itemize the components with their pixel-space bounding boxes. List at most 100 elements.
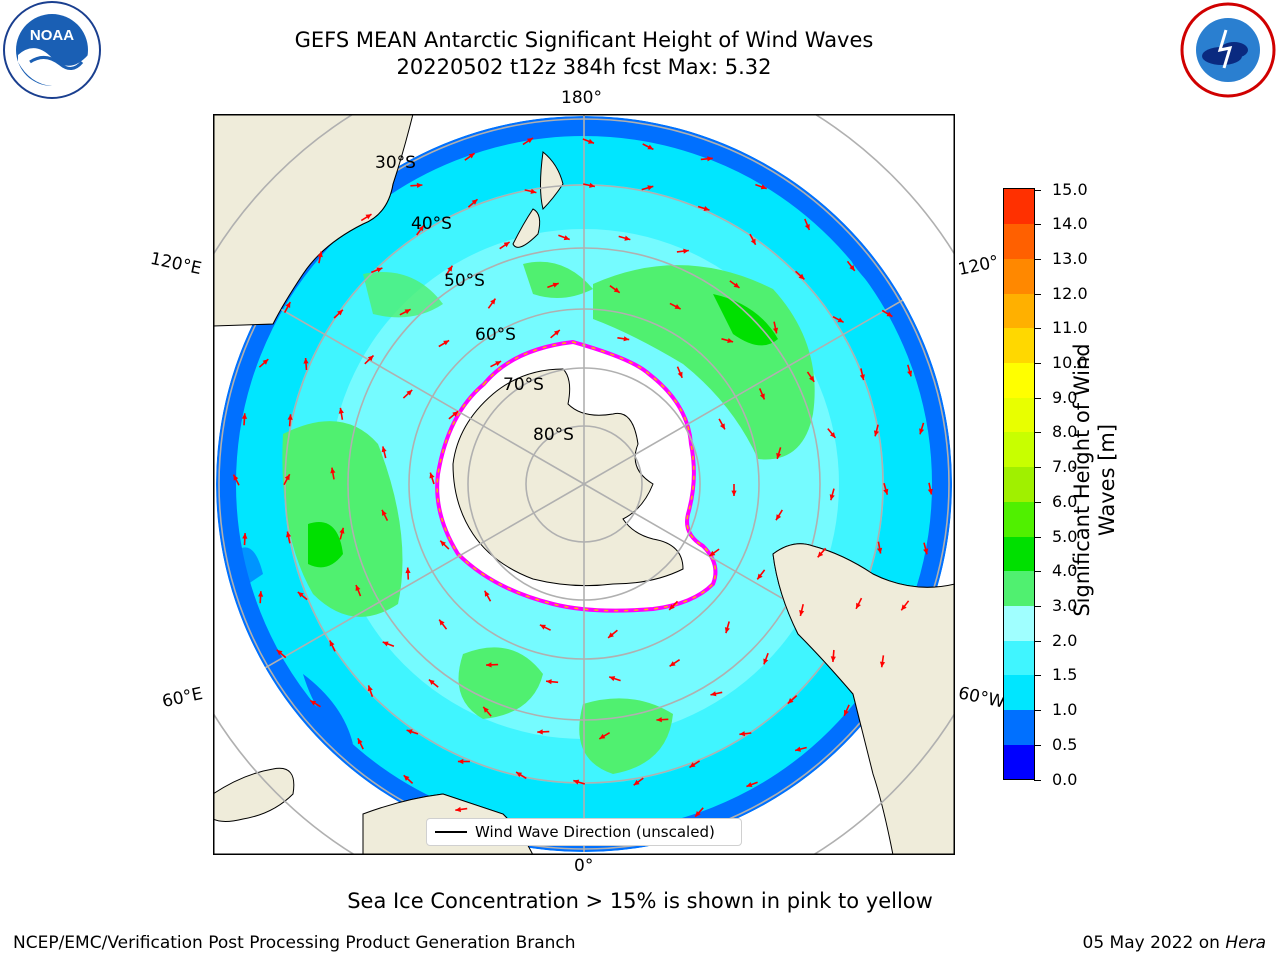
- colorbar-segment: [1004, 397, 1034, 433]
- wave-direction-arrowhead: [710, 691, 717, 697]
- colorbar-tick-label: 6.0: [1052, 491, 1078, 511]
- colorbar-segment: [1004, 189, 1034, 225]
- wave-region-green: [593, 265, 815, 460]
- wave-direction-arrowhead: [647, 144, 654, 150]
- wave-direction-arrowhead: [669, 661, 676, 667]
- wave-direction-arrowhead: [285, 302, 291, 308]
- wave-direction-arrowhead: [286, 531, 292, 538]
- colorbar-tick-mark: [1034, 224, 1041, 226]
- footer-date-text: 05 May 2022 on: [1082, 933, 1220, 953]
- lon-label-180: 180°: [561, 88, 602, 108]
- wave-direction-arrowhead: [750, 238, 756, 245]
- lon-label-60w: 60°W: [956, 683, 1007, 713]
- colorbar-segment: [1004, 362, 1034, 398]
- wave-direction-arrowhead: [709, 550, 716, 557]
- wave-direction-arrowhead: [787, 698, 794, 704]
- lon-label-0: 0°: [574, 856, 594, 876]
- wave-direction-arrowhead: [739, 731, 746, 737]
- colorbar-segment: [1004, 293, 1034, 329]
- wave-direction-arrowhead: [537, 729, 543, 735]
- wave-direction-arrowhead: [746, 782, 753, 787]
- lat-label-70s: 70°S: [503, 375, 544, 395]
- wave-direction-arrowhead: [495, 361, 502, 366]
- wave-direction-arrowhead: [776, 514, 782, 521]
- wave-direction-arrowhead: [455, 806, 461, 813]
- wave-direction-arrowhead: [546, 679, 552, 685]
- colorbar-segment: [1004, 744, 1034, 780]
- wind-wave-arrows: [232, 137, 933, 830]
- wave-direction-arrowhead: [486, 662, 492, 668]
- wave-direction-arrowhead: [683, 248, 689, 254]
- colorbar-segment: [1004, 536, 1034, 572]
- colorbar-segment: [1004, 258, 1034, 294]
- colorbar-segment: [1004, 605, 1034, 641]
- wave-direction-arrowhead: [707, 156, 713, 162]
- chart-subtitle-forecast: 20220502 t12z 384h fcst Max: 5.32: [396, 55, 772, 79]
- wave-direction-arrowhead: [727, 338, 734, 343]
- polar-map-svg: 30°S 40°S 50°S 60°S 70°S 80°S: [213, 114, 955, 855]
- wave-direction-arrowhead: [530, 188, 537, 194]
- wave-direction-arrowhead: [303, 358, 309, 364]
- wave-direction-arrowhead: [795, 746, 801, 752]
- wave-direction-arrowhead: [757, 573, 763, 580]
- wave-direction-arrowhead: [633, 779, 640, 786]
- wave-direction-arrowhead: [830, 656, 836, 662]
- map-legend: Wind Wave Direction (unscaled): [426, 818, 742, 846]
- wave-direction-arrowhead: [624, 235, 631, 241]
- colorbar-segment: [1004, 327, 1034, 364]
- noaa-logo: NOAA: [0, 0, 104, 100]
- wave-direction-arrowhead: [552, 282, 559, 288]
- wave-direction-arrowhead: [599, 733, 606, 739]
- wave-direction-arrowhead: [339, 527, 345, 534]
- wave-direction-arrowhead: [403, 775, 410, 781]
- colorbar-tick-mark: [1034, 675, 1041, 677]
- wave-direction-arrowhead: [338, 407, 344, 414]
- legend-label: Wind Wave Direction (unscaled): [475, 823, 715, 841]
- wave-direction-arrowhead: [262, 359, 269, 365]
- footer-date: 05 May 2022 on Hera: [1083, 933, 1267, 953]
- wave-direction-arrowhead: [799, 610, 805, 616]
- wave-direction-arrowhead: [830, 432, 836, 438]
- wave-direction-arrowhead: [656, 717, 662, 723]
- wave-direction-arrowhead: [297, 592, 304, 598]
- wave-direction-arrowhead: [381, 446, 387, 453]
- wave-direction-arrowhead: [382, 641, 389, 647]
- wave-direction-arrowhead: [731, 490, 737, 496]
- wave-direction-arrowhead: [284, 474, 290, 481]
- wave-direction-arrowhead: [669, 604, 675, 610]
- wave-direction-arrowhead: [329, 640, 335, 647]
- wave-direction-arrowhead: [689, 762, 696, 768]
- wave-direction-arrowhead: [516, 772, 522, 778]
- colorbar-segment: [1004, 674, 1034, 711]
- wave-direction-arrowhead: [877, 547, 883, 554]
- colorbar-tick-mark: [1034, 432, 1041, 434]
- wave-direction-arrowhead: [773, 327, 779, 334]
- wave-direction-arrowhead: [859, 374, 865, 381]
- colorbar-tick-mark: [1034, 293, 1041, 295]
- wave-direction-arrowhead: [457, 758, 464, 765]
- wave-direction-arrowhead: [365, 214, 372, 220]
- colorbar-tick-label: 13.0: [1052, 248, 1088, 268]
- wave-direction-arrowhead: [573, 779, 580, 785]
- colorbar-tick-mark: [1034, 640, 1041, 642]
- wave-direction-arrowhead: [242, 533, 248, 539]
- wave-direction-arrowhead: [337, 309, 343, 316]
- wave-direction-arrowhead: [608, 632, 614, 638]
- lon-label-120w: 120°: [956, 251, 1001, 281]
- colorbar-tick-label: 12.0: [1052, 283, 1088, 303]
- wave-direction-arrowhead: [447, 265, 453, 272]
- colorbar-tick-mark: [1034, 536, 1041, 538]
- colorbar-segment: [1004, 640, 1034, 676]
- colorbar-tick-label: 11.0: [1052, 318, 1088, 338]
- colorbar-segment: [1004, 501, 1034, 537]
- lat-label-40s: 40°S: [411, 214, 452, 234]
- wave-direction-arrowhead: [724, 627, 730, 634]
- wave-direction-arrowhead: [483, 706, 489, 713]
- colorbar-tick-label: 3.0: [1052, 595, 1078, 615]
- wave-direction-arrowhead: [490, 298, 496, 305]
- colorbar-tick-label: 5.0: [1052, 526, 1078, 546]
- colorbar-segment: [1004, 466, 1034, 502]
- colorbar-tick-mark: [1034, 189, 1041, 191]
- wave-direction-arrowhead: [829, 494, 835, 501]
- footer-branch: NCEP/EMC/Verification Post Processing Pr…: [13, 933, 576, 953]
